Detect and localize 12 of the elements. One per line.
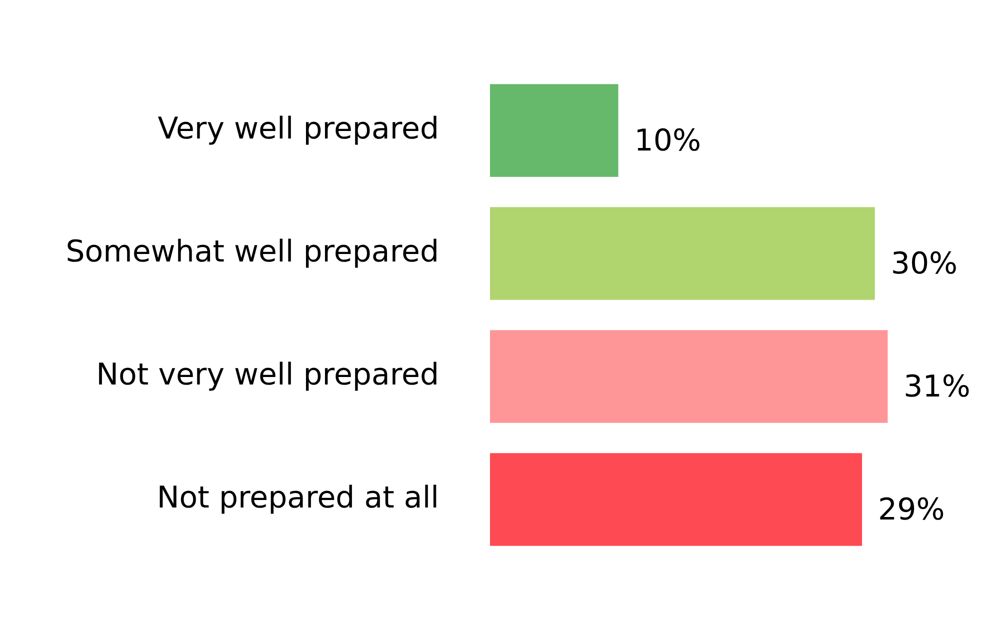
y-tick-label: Not prepared at all (156, 480, 439, 516)
bar (490, 330, 888, 423)
data-label: 10% (634, 123, 701, 158)
bar (490, 453, 862, 546)
data-label: 29% (878, 492, 945, 528)
y-tick-label: Not very well prepared (96, 357, 439, 392)
y-tick-label: Somewhat well prepared (66, 234, 439, 270)
data-label: 30% (890, 246, 958, 282)
bar (490, 207, 875, 300)
bar (490, 84, 618, 177)
y-tick-label: Very well prepared (158, 111, 439, 146)
data-label: 31% (904, 369, 970, 404)
